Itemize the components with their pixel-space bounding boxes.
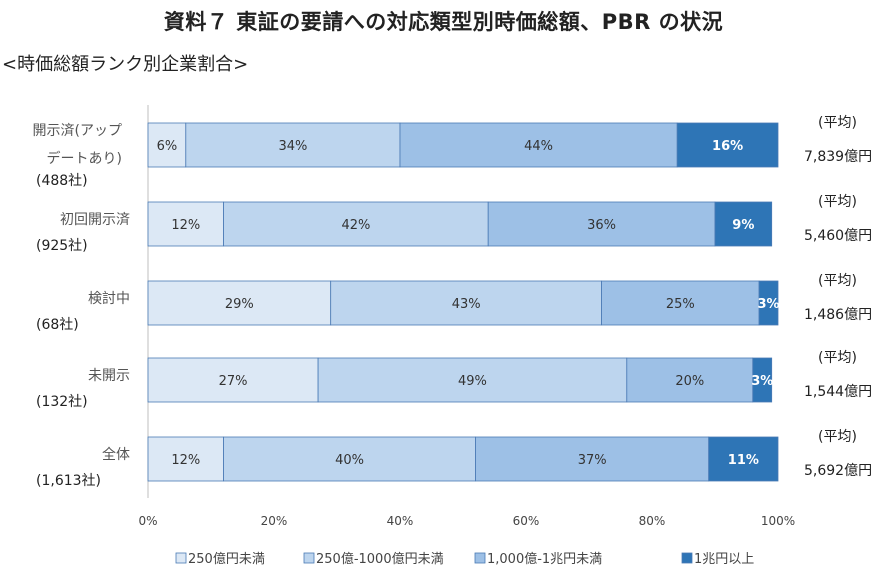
bar-segment [626, 357, 754, 403]
data-label: 11% [728, 453, 759, 468]
bar-segment [147, 201, 224, 247]
bar-segment [714, 201, 773, 247]
bar-segment [475, 436, 710, 482]
legend-swatch [175, 552, 187, 564]
chart-title: 資料７ 東証の要請への対応類型別時価総額、PBR の状況 [163, 10, 724, 34]
data-label: 40% [335, 453, 364, 468]
data-label: 9% [732, 218, 754, 233]
data-label: 49% [458, 374, 487, 389]
bar-segment [487, 201, 716, 247]
chart-subtitle: <時価総額ランク別企業割合> [2, 54, 249, 75]
x-tick-label: 80% [639, 514, 666, 528]
data-label: 34% [278, 139, 307, 154]
average-value: 7,839億円 [804, 149, 872, 165]
bar-segment [708, 436, 779, 482]
bar-segment [330, 280, 603, 326]
category-label: 開示済(アップ [33, 123, 122, 139]
data-label: 25% [666, 297, 695, 312]
bar-segment [147, 122, 187, 168]
data-label: 42% [341, 218, 370, 233]
average-label: (平均) [818, 273, 857, 289]
legend-swatch [681, 552, 693, 564]
legend-label: 1,000億-1兆円未満 [487, 551, 602, 567]
category-count: (1,613社) [36, 473, 101, 489]
bar-segment [223, 201, 489, 247]
bar-segment [317, 357, 628, 403]
bar-segment [399, 122, 678, 168]
average-value: 1,544億円 [804, 384, 872, 400]
bar-segment [676, 122, 779, 168]
data-label: 37% [578, 453, 607, 468]
bar-segment [147, 357, 319, 403]
bar-segment [752, 357, 773, 403]
legend-label: 1兆円以上 [694, 552, 754, 567]
average-label: (平均) [818, 350, 857, 366]
legend-swatch [474, 552, 486, 564]
bar-segment [147, 436, 224, 482]
data-label: 6% [157, 139, 178, 154]
bar-segment [147, 280, 332, 326]
category-label: 未開示 [88, 368, 130, 384]
category-count: (488社) [36, 173, 88, 189]
bar-segment [601, 280, 760, 326]
data-label: 44% [524, 139, 553, 154]
legend-label: 250億-1000億円未満 [316, 551, 444, 567]
data-label: 29% [225, 297, 254, 312]
category-count: (132社) [36, 394, 88, 410]
data-label: 16% [712, 139, 743, 154]
x-tick-label: 20% [261, 514, 288, 528]
data-label: 12% [171, 453, 200, 468]
average-value: 5,460億円 [804, 228, 872, 244]
average-label: (平均) [818, 429, 857, 445]
category-label: 全体 [102, 446, 130, 463]
x-tick-label: 100% [761, 514, 795, 528]
average-value: 1,486億円 [804, 307, 872, 323]
data-label: 43% [452, 297, 481, 312]
data-label: 27% [219, 374, 248, 389]
bar-segment [758, 280, 779, 326]
category-label: 検討中 [88, 291, 130, 307]
category-label: デートあり) [47, 150, 122, 167]
x-tick-label: 40% [387, 514, 414, 528]
category-label: 初回開示済 [60, 211, 130, 228]
x-tick-label: 0% [138, 514, 157, 528]
average-label: (平均) [818, 194, 857, 210]
average-value: 5,692億円 [804, 463, 872, 479]
data-label: 20% [675, 374, 704, 389]
category-count: (925社) [36, 238, 88, 254]
legend-swatch [303, 552, 315, 564]
x-tick-label: 60% [513, 514, 540, 528]
data-label: 12% [171, 218, 200, 233]
category-count: (68社) [36, 317, 79, 333]
data-label: 3% [751, 374, 773, 389]
legend-label: 250億円未満 [188, 551, 265, 567]
average-label: (平均) [818, 115, 857, 131]
bar-segment [223, 436, 477, 482]
data-label: 36% [587, 218, 616, 233]
data-label: 3% [758, 297, 780, 312]
